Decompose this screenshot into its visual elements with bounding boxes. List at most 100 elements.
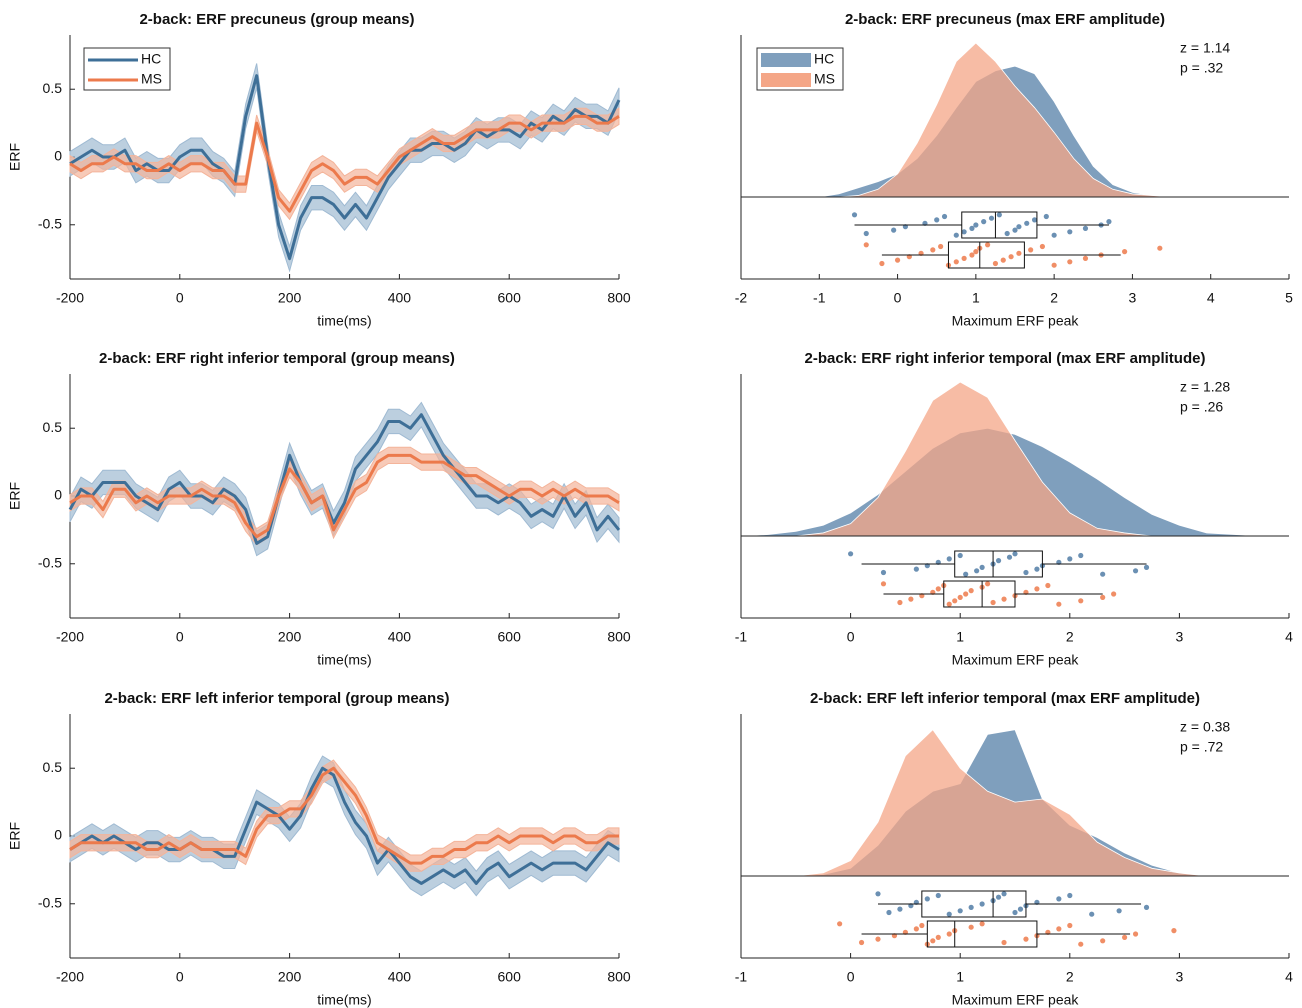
data-point [930,247,936,253]
x-tick-label: 0 [176,290,184,306]
data-point [894,257,901,263]
x-tick-label: -200 [56,629,84,645]
data-point [1067,556,1073,562]
legend-label: MS [141,71,162,87]
data-point [1157,245,1163,251]
chart-title: 2-back: ERF right inferior temporal (max… [805,350,1206,367]
data-point [1067,229,1073,235]
data-point [1016,250,1022,256]
box [921,890,1027,918]
legend-label: MS [814,71,835,87]
data-point [934,217,940,223]
data-point [1012,909,1018,916]
data-point [968,904,974,911]
data-point [953,232,959,238]
data-point [995,558,1002,564]
data-point [863,230,869,237]
data-point [1100,571,1106,577]
chart-title: 2-back: ERF left inferior temporal (max … [810,690,1200,707]
data-point [891,227,897,233]
y-axis-label: ERF [7,482,23,510]
y-tick-label: 0 [54,487,62,503]
x-tick-label: 4 [1285,629,1293,645]
x-tick-label: -1 [735,969,748,985]
data-point [848,551,854,557]
data-point [863,242,869,248]
data-point [1012,227,1018,233]
x-tick-label: 800 [607,969,631,985]
x-axis-label: time(ms) [317,313,371,329]
data-point [1008,254,1014,260]
x-tick-label: -2 [735,290,748,306]
x-tick-label: 1 [972,290,980,306]
data-point [1082,255,1089,261]
x-tick-label: 600 [498,290,522,306]
data-point [1023,936,1029,942]
data-point [897,906,903,912]
data-point [935,934,941,941]
data-point [961,229,967,235]
data-point [981,219,987,225]
data-point [935,892,941,899]
data-point [1001,891,1007,897]
box [943,580,1016,608]
data-point [1056,926,1062,932]
data-point [979,901,985,907]
x-axis-label: Maximum ERF peak [952,992,1080,1008]
data-point [979,564,985,571]
x-tick-label: 400 [388,290,412,306]
data-point [996,212,1002,218]
data-point [1116,908,1122,914]
x-axis-label: time(ms) [317,652,371,668]
x-tick-label: 3 [1129,290,1137,306]
confidence-band [69,446,620,546]
data-point [1016,224,1022,230]
y-tick-label: 0.5 [43,419,63,435]
data-point [1051,262,1057,268]
data-point [1043,213,1049,220]
data-point [1100,938,1106,944]
line [69,766,620,885]
x-tick-label: 5 [1285,290,1293,306]
data-point [1067,922,1073,929]
box [954,550,1043,578]
data-point [1056,601,1062,607]
box [961,211,1038,239]
x-axis-label: Maximum ERF peak [952,652,1080,668]
data-point [1034,566,1040,572]
data-point [886,909,892,916]
data-point [1023,569,1029,576]
data-point [968,924,974,930]
data-point [973,249,979,255]
data-point [879,260,885,267]
chart-title: 2-back: ERF precuneus (max ERF amplitude… [845,11,1165,28]
x-tick-label: 400 [388,969,412,985]
data-point [1122,934,1128,941]
data-point [1122,249,1128,255]
legend-label: HC [814,51,834,67]
y-tick-label: -0.5 [38,894,62,910]
data-point [957,594,963,601]
y-axis-label: ERF [7,143,23,171]
x-tick-label: 0 [847,629,855,645]
chart-title: 2-back: ERF right inferior temporal (gro… [99,350,455,367]
confidence-band [69,755,620,897]
box [947,241,1025,269]
x-tick-label: -200 [56,290,84,306]
x-tick-label: 2 [1066,969,1074,985]
data-point [913,566,919,572]
annotation: z = 1.28 [1180,379,1230,395]
data-point [1132,931,1139,937]
x-tick-label: 600 [498,629,522,645]
data-point [974,568,980,574]
x-tick-label: 3 [1176,969,1184,985]
data-point [880,569,887,576]
data-point [1100,594,1106,601]
legend-swatch [761,53,811,67]
legend-label: HC [141,51,161,67]
x-tick-label: 1 [956,969,964,985]
y-tick-label: 0 [54,148,62,164]
data-point [963,571,969,577]
data-point [880,581,887,587]
